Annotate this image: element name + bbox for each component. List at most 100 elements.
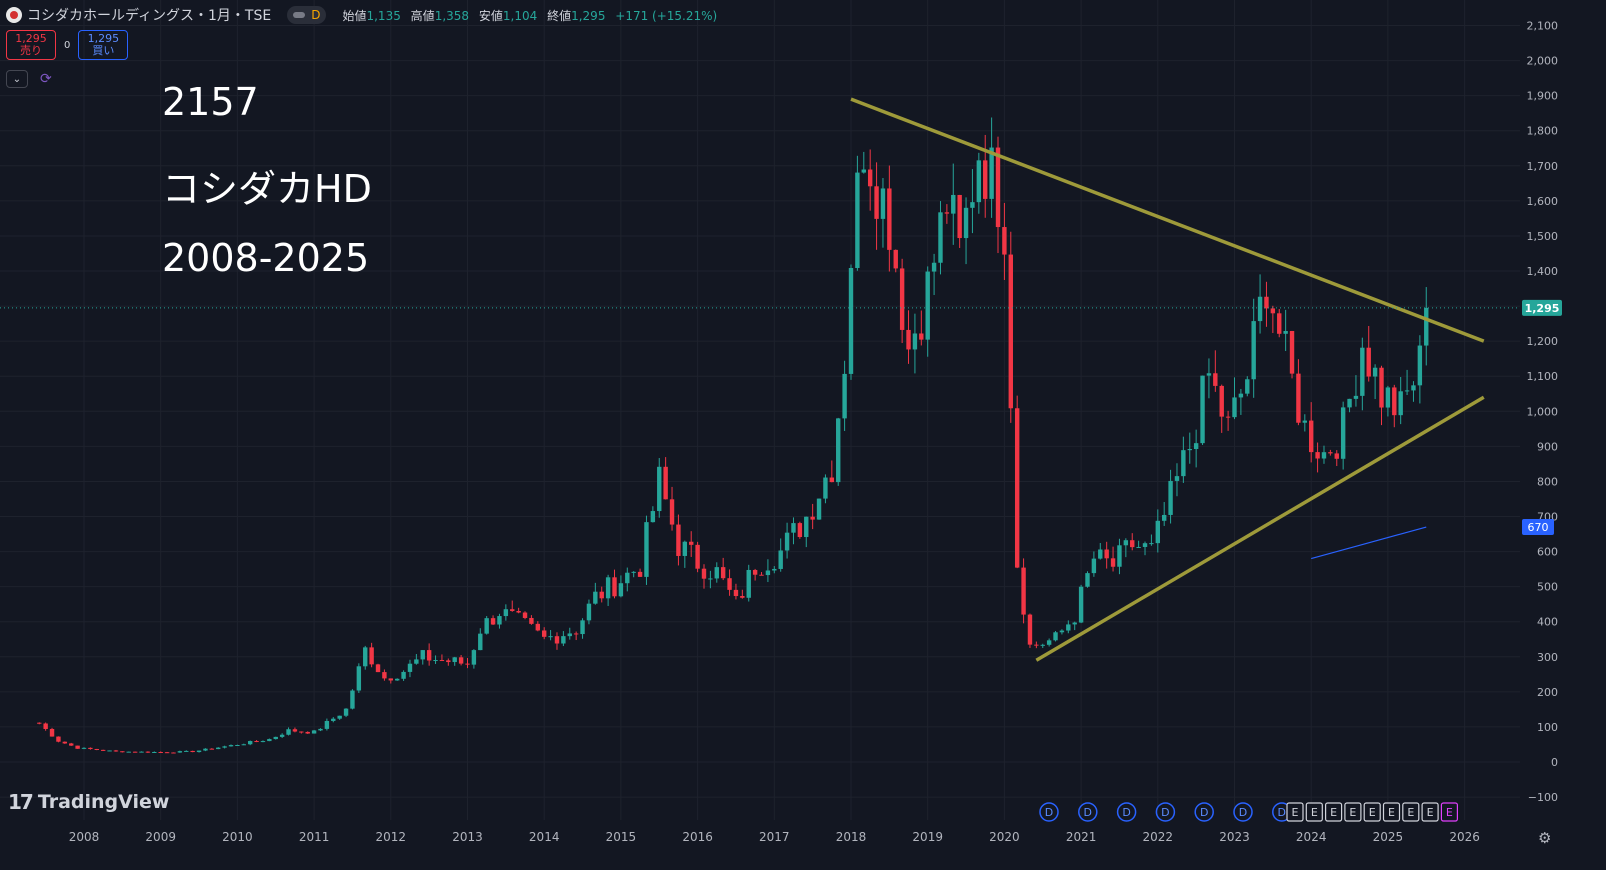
candle-body — [542, 630, 547, 637]
price-tick-label: 1,500 — [1527, 230, 1559, 243]
candle-body — [1353, 395, 1359, 399]
candle-body — [1110, 558, 1116, 567]
candle-body — [1238, 393, 1244, 398]
candle-body — [1174, 476, 1180, 481]
candle-body — [1034, 644, 1039, 646]
candle-body — [1289, 331, 1295, 374]
buy-button[interactable]: 1,295 買い — [78, 30, 129, 60]
candle-body — [1193, 443, 1199, 450]
dividend-marker — [1039, 802, 1059, 822]
earnings-marker-label: E — [1427, 806, 1434, 819]
candle-body — [299, 731, 304, 733]
candle-body — [1078, 586, 1084, 623]
candle-body — [152, 751, 157, 753]
candle-body — [388, 678, 393, 681]
candle-body — [848, 268, 854, 374]
price-tick-label: 1,200 — [1527, 335, 1559, 348]
candle-body — [94, 748, 99, 750]
candle-body — [1328, 452, 1333, 454]
interval-badge: D — [311, 8, 321, 22]
eye-icon — [293, 12, 306, 18]
earnings-marker — [1363, 802, 1381, 822]
time-tick-label: 2016 — [682, 830, 713, 844]
dividend-marker — [1194, 802, 1214, 822]
earnings-marker-label: E — [1446, 806, 1453, 819]
candle-body — [1347, 398, 1352, 408]
candle-body — [899, 268, 905, 330]
visibility-toggle[interactable]: D — [287, 6, 327, 24]
candle-body — [810, 516, 815, 520]
trendlines — [0, 97, 1520, 662]
refresh-icon[interactable]: ⟳ — [40, 71, 52, 87]
candle-body — [676, 524, 681, 556]
dividend-marker-label: D — [1084, 806, 1092, 819]
candle-body — [235, 745, 240, 747]
candle-body — [797, 523, 803, 538]
candle-body — [81, 747, 87, 749]
ohlc-readout: 始値1,135 高値1,358 安値1,104 終値1,295 +171 (+1… — [342, 7, 723, 24]
candle-body — [1309, 420, 1314, 453]
candle-body — [1053, 632, 1058, 641]
candle-body — [407, 663, 413, 672]
candle-body — [1379, 367, 1384, 408]
price-axis[interactable]: 2,100 2,000 1,900 1,800 1,700 1,600 1,500 1,400… — [1522, 20, 1562, 805]
candle-body — [765, 570, 771, 576]
candle-body — [689, 541, 694, 545]
candle-body — [292, 729, 298, 732]
last-price-label: 1,295 — [1525, 302, 1560, 315]
candle-body — [951, 194, 956, 214]
candle-body — [267, 739, 272, 742]
candle-body — [1424, 307, 1429, 346]
candle-body — [529, 617, 534, 624]
price-tick-label: 1,000 — [1527, 405, 1559, 418]
close-value: 1,295 — [571, 8, 606, 23]
time-tick-label: 2015 — [606, 830, 637, 844]
low-value: 1,104 — [502, 8, 538, 23]
time-tick-label: 2026 — [1449, 830, 1480, 844]
candle-body — [669, 499, 675, 525]
change-value: +171 (+15.21%) — [615, 8, 718, 23]
candle-body — [1161, 514, 1167, 521]
candle-body — [1245, 379, 1250, 394]
candle-body — [401, 671, 406, 679]
candle-body — [171, 752, 176, 754]
candle-body — [190, 750, 195, 753]
close-label: 終値 — [547, 8, 572, 23]
candle-body — [1213, 373, 1218, 386]
candle-body — [350, 690, 355, 709]
candle-body — [989, 147, 994, 199]
candle-body — [855, 172, 860, 269]
candle-body — [490, 618, 496, 625]
ma-value-label: 670 — [1528, 521, 1549, 534]
candle-body — [1066, 624, 1071, 631]
candle-body — [836, 418, 841, 483]
dividend-marker — [1233, 802, 1253, 822]
price-tick-label: 1,800 — [1527, 125, 1559, 138]
candle-body — [228, 745, 234, 747]
candle-body — [75, 745, 80, 749]
time-tick-label: 2019 — [912, 830, 943, 844]
candle-body — [995, 147, 1001, 228]
candle-body — [733, 589, 739, 597]
candle-body — [1021, 567, 1026, 615]
chevron-down-icon[interactable]: ⌄ — [6, 70, 28, 88]
candle-body — [612, 577, 617, 597]
time-tick-label: 2024 — [1296, 830, 1327, 844]
tradingview-logo[interactable]: 17 TradingView — [8, 790, 169, 814]
earnings-marker — [1440, 802, 1459, 822]
candle-body — [120, 751, 125, 753]
candle-body — [363, 647, 368, 667]
candle-body — [88, 747, 93, 749]
symbol-title[interactable]: コシダカホールディングス・1月・TSE — [27, 8, 272, 24]
candle-body — [1130, 540, 1135, 548]
earnings-marker — [1305, 802, 1323, 822]
candle-body — [682, 541, 688, 556]
sell-button[interactable]: 1,295 売り — [6, 30, 56, 60]
candle-body — [522, 612, 528, 618]
candle-body — [247, 741, 253, 745]
time-axis[interactable]: 2008 2009 2010 2011 2012 2013 2014 2015 2016 2017… — [69, 830, 1480, 844]
open-value: 1,135 — [366, 8, 401, 23]
gear-icon[interactable]: ⚙ — [1538, 829, 1552, 847]
